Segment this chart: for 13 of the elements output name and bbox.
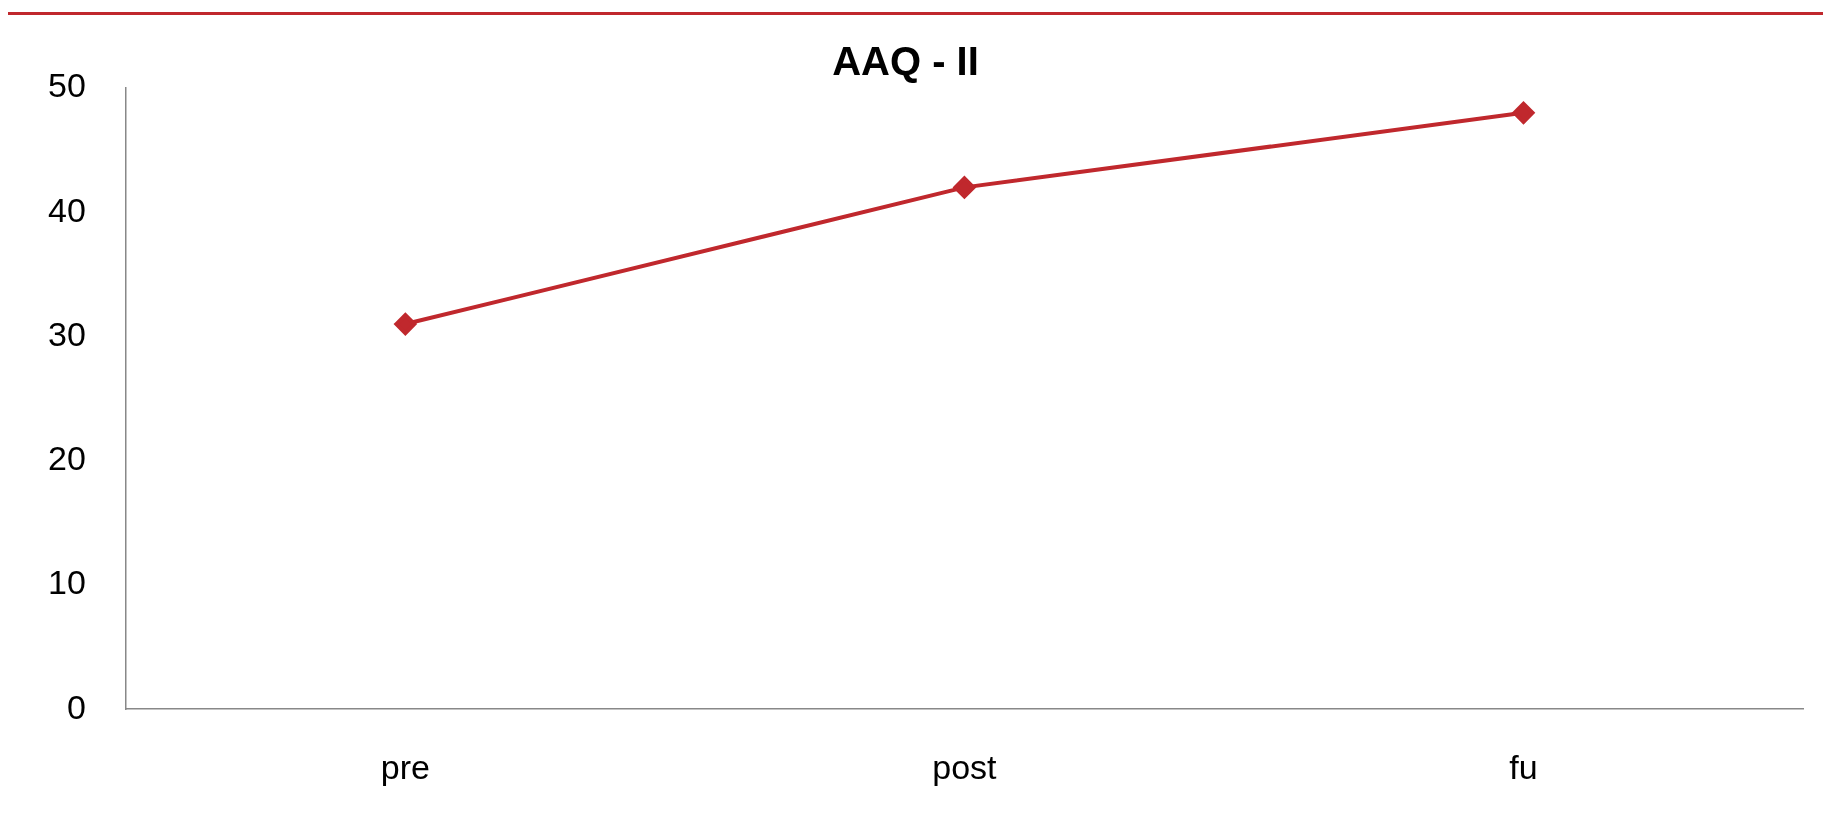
y-tick-label: 50 (47, 66, 86, 105)
y-tick-label: 30 (47, 314, 86, 353)
x-tick-label: post (932, 747, 998, 786)
point (953, 176, 976, 199)
y-tick-label: 40 (47, 190, 86, 229)
chart-title: AAQ - II (832, 39, 979, 84)
point (1512, 101, 1535, 124)
y-tick-label: 20 (47, 439, 86, 478)
y-tick-label: 0 (66, 687, 86, 726)
point (394, 313, 417, 336)
x-tick-label: fu (1509, 747, 1538, 786)
y-tick-label: 10 (47, 563, 86, 602)
x-tick-label: pre (380, 747, 430, 786)
